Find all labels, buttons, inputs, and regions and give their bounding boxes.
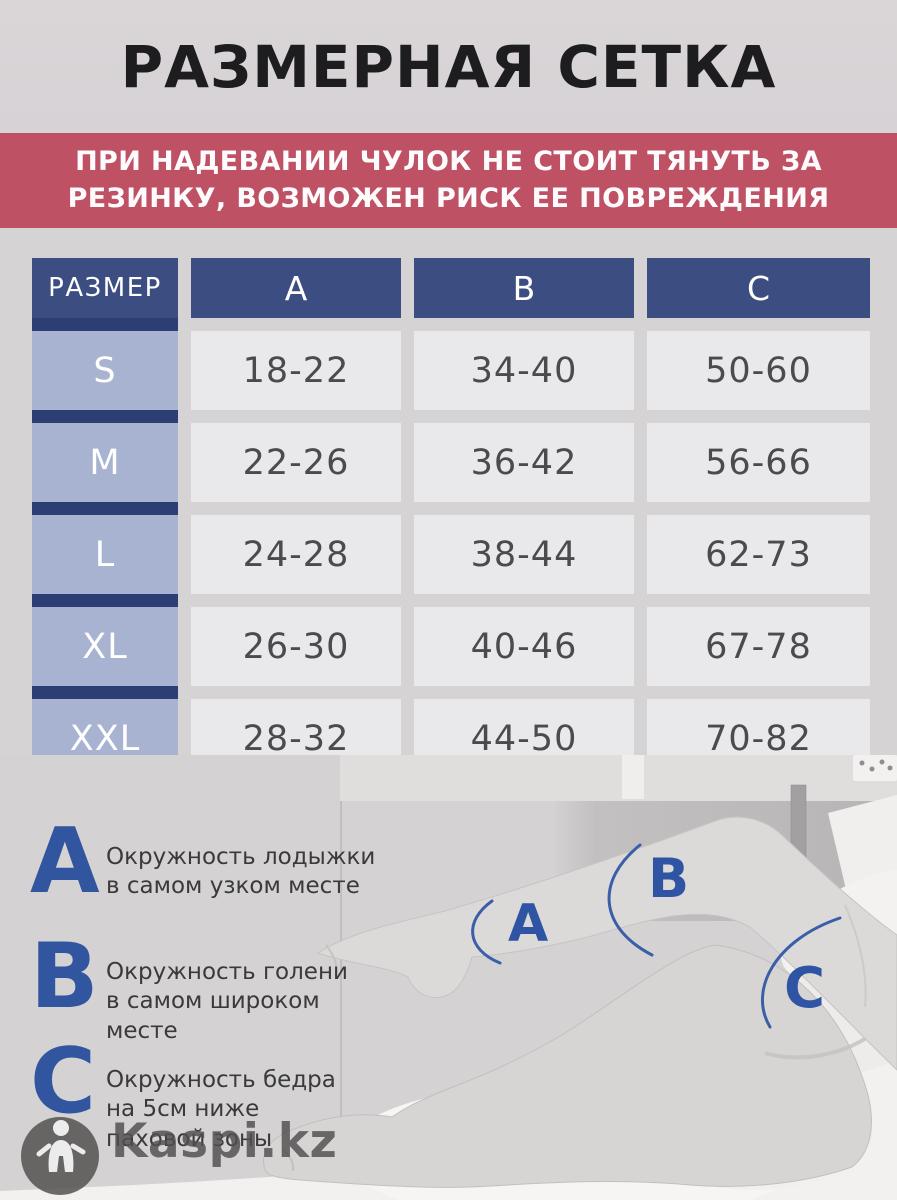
stocking-shading-line — [844, 904, 867, 1008]
warning-text: ПРИ НАДЕВАНИИ ЧУЛОК НЕ СТОИТ ТЯНУТЬ ЗА Р… — [67, 146, 830, 214]
legend-item-calf: B Окружность голени в самом широком мест… — [30, 924, 348, 1046]
photo-label-b: B — [648, 847, 689, 910]
watermark-text: Kaspi.kz — [111, 1114, 338, 1169]
legend-text-c: Окружность бедра на 5см ниже паховой зон… — [106, 1067, 336, 1152]
value-s-c: 50-60 — [647, 331, 870, 410]
calf-arc-b — [607, 843, 654, 957]
value-m-b: 36-42 — [414, 423, 634, 502]
value-xl-a: 26-30 — [191, 607, 401, 686]
stocking-top-band — [764, 1035, 870, 1060]
table-header-a: A — [191, 258, 401, 318]
size-table: РАЗМЕР A B C S 18-22 34-40 50-60 M 22-26… — [32, 258, 870, 778]
panel-knob-icon — [859, 760, 865, 766]
value-l-b: 38-44 — [414, 515, 634, 594]
measurement-photo-section: A B C A Окружность лодыжки в самом узком… — [0, 755, 897, 1200]
wall-pillar — [622, 755, 644, 799]
value-l-c: 62-73 — [647, 515, 870, 594]
photo-label-a: A — [508, 894, 548, 954]
size-label-m: M — [32, 423, 178, 502]
table-header-size: РАЗМЕР — [32, 258, 178, 318]
value-s-a: 18-22 — [191, 331, 401, 410]
thigh-arc-c — [760, 916, 842, 1029]
kaspi-logo-icon — [21, 1117, 99, 1195]
toe-seam-line — [281, 1148, 295, 1172]
value-l-a: 24-28 — [191, 515, 401, 594]
warning-banner: ПРИ НАДЕВАНИИ ЧУЛОК НЕ СТОИТ ТЯНУТЬ ЗА Р… — [0, 133, 897, 228]
size-label-l: L — [32, 515, 178, 594]
photo-label-c: C — [784, 956, 825, 1021]
table-header-c: C — [647, 258, 870, 318]
table-header-b: B — [414, 258, 634, 318]
kaspi-watermark: Kaspi.kz — [21, 1108, 337, 1195]
legend-letter-c: C — [30, 1029, 97, 1134]
size-label-xl: XL — [32, 607, 178, 686]
title-bar: РАЗМЕРНАЯ СЕТКА — [0, 0, 897, 133]
legend-letter-b: B — [30, 924, 99, 1029]
ankle-arc-a — [471, 899, 502, 965]
legend-text-a: Окружность лодыжки в самом узком месте — [106, 844, 376, 900]
panel-knob-icon — [879, 759, 885, 765]
value-xl-c: 67-78 — [647, 607, 870, 686]
value-s-b: 34-40 — [414, 331, 634, 410]
size-label-s: S — [32, 331, 178, 410]
panel-knob-icon — [869, 766, 875, 772]
value-m-c: 56-66 — [647, 423, 870, 502]
value-m-a: 22-26 — [191, 423, 401, 502]
legend-item-thigh: C Окружность бедра на 5см ниже паховой з… — [30, 1029, 336, 1154]
legend-item-ankle: A Окружность лодыжки в самом узком месте — [30, 809, 376, 914]
page-title: РАЗМЕРНАЯ СЕТКА — [120, 32, 777, 101]
panel-knob-icon — [887, 765, 893, 771]
extended-leg — [263, 944, 872, 1188]
photo-wall-upper-band — [340, 755, 897, 801]
toe-seam-line — [325, 944, 338, 976]
legend-letter-a: A — [30, 809, 100, 914]
legend-text-b: Окружность голени в самом широком месте — [106, 959, 348, 1044]
value-xl-b: 40-46 — [414, 607, 634, 686]
raised-leg — [316, 816, 897, 1071]
legs-photo-illustration: A B C — [0, 755, 897, 1200]
kaspi-figure-icon — [36, 1120, 86, 1172]
